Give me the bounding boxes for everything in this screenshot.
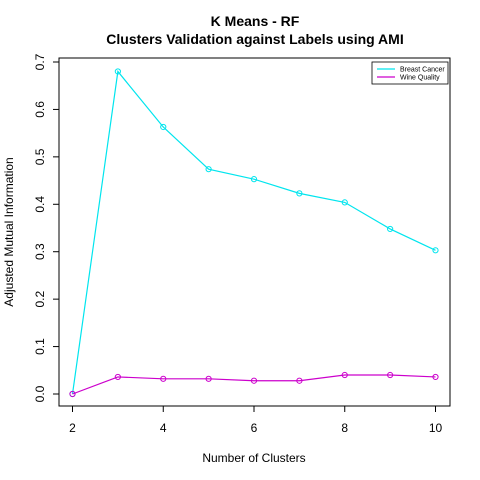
- data-point: [296, 377, 303, 384]
- y-tick-label: 0.3: [33, 243, 47, 260]
- series-1: [69, 68, 439, 398]
- y-axis: 0.0 0.1 0.2 0.3 0.4 0.5 0.6 0.7: [33, 53, 60, 402]
- data-point: [387, 225, 394, 233]
- data-point: [432, 247, 439, 254]
- data-point: [296, 190, 303, 197]
- y-tick-label: 0.5: [33, 148, 47, 165]
- y-tick-label: 0.7: [33, 53, 47, 70]
- data-point: [387, 371, 394, 379]
- series-line: [72, 374, 436, 395]
- data-point: [341, 371, 348, 379]
- y-tick-label: 0.0: [33, 385, 47, 402]
- data-point: [432, 373, 439, 381]
- data-point: [341, 199, 348, 206]
- legend-box: [371, 61, 449, 85]
- data-point: [250, 176, 258, 183]
- y-tick-label: 0.4: [33, 196, 47, 213]
- x-tick-label: 4: [160, 421, 167, 435]
- x-tick-label: 10: [429, 421, 443, 435]
- y-axis-label: Adjusted Mutual Information: [2, 157, 16, 306]
- x-axis-label: Number of Clusters: [202, 451, 305, 465]
- legend-label: Breast Cancer: [400, 67, 445, 74]
- series-layer: [69, 68, 439, 398]
- data-point: [69, 390, 76, 398]
- series-2: [69, 371, 439, 398]
- x-tick-label: 8: [341, 421, 348, 435]
- data-point: [250, 377, 258, 384]
- y-tick-label: 0.2: [33, 290, 47, 307]
- data-point: [114, 68, 121, 75]
- data-point: [114, 373, 121, 381]
- x-tick-label: 2: [69, 421, 76, 435]
- plot-frame: [58, 57, 451, 407]
- chart-title: K Means - RF: [211, 13, 300, 29]
- x-axis: 2 4 6 8 10: [69, 405, 443, 435]
- data-point: [160, 375, 167, 382]
- data-point: [205, 375, 212, 382]
- series-line: [71, 70, 436, 395]
- chart-subtitle: Clusters Validation against Labels using…: [106, 31, 403, 47]
- data-point: [205, 166, 212, 173]
- y-tick-label: 0.1: [33, 338, 47, 355]
- data-point: [160, 123, 167, 131]
- legend-label: Wine Quality: [400, 75, 440, 82]
- y-tick-label: 0.6: [33, 101, 47, 118]
- x-tick-label: 6: [251, 421, 258, 435]
